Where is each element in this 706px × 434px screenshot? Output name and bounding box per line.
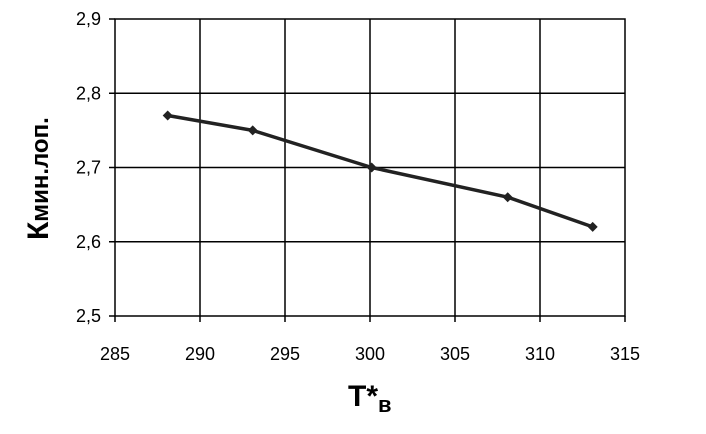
x-tick-label: 300 bbox=[355, 344, 385, 364]
y-tick-label: 2,7 bbox=[76, 158, 101, 178]
x-axis-title-sub: в bbox=[378, 392, 392, 417]
y-tick-label: 2,8 bbox=[76, 83, 101, 103]
y-axis-title: Кмин.лоп. bbox=[22, 117, 55, 240]
data-point-marker bbox=[587, 221, 598, 232]
y-tick-label: 2,9 bbox=[76, 9, 101, 29]
data-point-marker bbox=[247, 125, 258, 136]
y-tick-labels: 2,5 2,6 2,7 2,8 2,9 bbox=[76, 9, 101, 326]
x-tick-label: 290 bbox=[185, 344, 215, 364]
y-axis-title-sub: мин.лоп. bbox=[27, 117, 54, 221]
y-tick-label: 2,5 bbox=[76, 306, 101, 326]
x-tick-label: 285 bbox=[100, 344, 130, 364]
y-axis-title-main: К bbox=[22, 221, 55, 240]
grid-lines bbox=[115, 19, 625, 316]
data-point-marker bbox=[366, 162, 377, 173]
y-tick-label: 2,6 bbox=[76, 232, 101, 252]
x-tick-label: 305 bbox=[440, 344, 470, 364]
x-tick-label: 310 bbox=[525, 344, 555, 364]
series bbox=[162, 110, 598, 232]
x-tick-label: 295 bbox=[270, 344, 300, 364]
x-tick-labels: 285 290 295 300 305 310 315 bbox=[100, 344, 640, 364]
axes bbox=[109, 18, 626, 322]
x-axis-title: T*в bbox=[348, 380, 392, 417]
x-axis-title-main: T* bbox=[348, 380, 378, 413]
x-tick-label: 315 bbox=[610, 344, 640, 364]
data-point-marker bbox=[502, 192, 513, 203]
data-point-marker bbox=[162, 110, 173, 121]
